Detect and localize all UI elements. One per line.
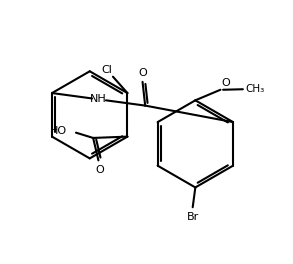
Text: O: O <box>221 78 230 88</box>
Text: NH: NH <box>90 94 107 104</box>
Text: Cl: Cl <box>101 65 112 74</box>
Text: O: O <box>95 165 104 175</box>
Text: HO: HO <box>50 126 67 136</box>
Text: Br: Br <box>187 212 199 222</box>
Text: O: O <box>138 68 147 78</box>
Text: CH₃: CH₃ <box>245 84 264 94</box>
